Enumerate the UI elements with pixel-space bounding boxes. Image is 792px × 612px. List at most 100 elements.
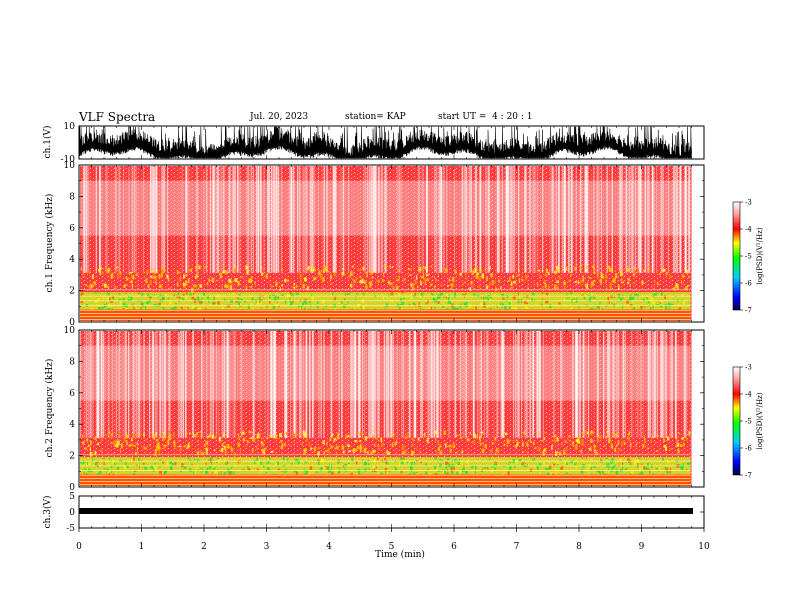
band-cell: [631, 296, 634, 300]
band-cell: [465, 277, 468, 281]
band-cell: [538, 269, 541, 272]
band-cell: [512, 440, 515, 442]
band-cell: [341, 300, 343, 304]
noise-streak: [99, 166, 101, 273]
band-cell: [111, 462, 113, 464]
band-cell: [86, 438, 89, 442]
band-cell: [176, 282, 179, 287]
band-cell: [223, 298, 225, 301]
band-cell: [120, 301, 122, 305]
noise-streak: [163, 166, 165, 273]
noise-streak: [585, 166, 588, 273]
band-cell: [344, 298, 346, 300]
band-cell: [311, 297, 314, 300]
band-cell: [631, 301, 635, 304]
band-cell: [154, 452, 157, 456]
x-tick-label: 10: [698, 542, 710, 552]
band-cell: [580, 279, 582, 285]
noise-streak: [513, 331, 514, 438]
band-cell: [579, 266, 582, 270]
noise-streak: [429, 331, 432, 438]
band-cell: [454, 458, 456, 461]
band-cell: [425, 273, 429, 277]
noise-streak: [570, 166, 573, 273]
band-cell: [688, 430, 691, 436]
band-cell: [403, 458, 406, 461]
band-cell: [106, 286, 110, 288]
band-cell: [523, 431, 526, 435]
band-cell: [295, 292, 299, 294]
band-cell: [88, 444, 90, 447]
band-cell: [294, 458, 298, 463]
band-cell: [154, 466, 157, 470]
band-cell: [667, 436, 670, 441]
band-cell: [246, 465, 250, 468]
band-cell: [512, 295, 516, 300]
band-cell: [629, 295, 632, 299]
noise-streak: [549, 166, 551, 273]
band-cell: [158, 302, 161, 306]
band-cell: [152, 467, 156, 472]
band-cell: [117, 293, 121, 295]
band-cell: [295, 284, 298, 288]
noise-streak: [319, 331, 321, 438]
band-cell: [344, 468, 346, 471]
band-cell: [640, 471, 643, 476]
noise-streak: [533, 166, 536, 273]
band-cell: [377, 472, 379, 475]
band-cell: [325, 305, 328, 308]
band-cell: [283, 443, 286, 447]
band-cell: [621, 462, 624, 465]
band-cell: [510, 308, 513, 311]
noise-streak: [132, 331, 134, 438]
band-cell: [201, 297, 203, 300]
noise-streak: [470, 166, 472, 273]
band-cell: [248, 431, 252, 434]
noise-streak: [293, 166, 295, 273]
band-cell: [608, 470, 610, 474]
band-cell: [246, 270, 249, 275]
band-cell: [114, 443, 117, 447]
band-cell: [644, 438, 646, 444]
noise-streak: [257, 166, 260, 273]
band-cell: [85, 284, 87, 286]
band-cell: [277, 468, 281, 471]
noise-streak: [532, 331, 534, 438]
band-cell: [241, 299, 243, 301]
band-cell: [673, 287, 676, 291]
band-cell: [96, 461, 99, 463]
band-cell: [510, 287, 514, 289]
noise-streak: [302, 166, 304, 273]
band-cell: [451, 471, 454, 476]
noise-streak: [408, 331, 410, 438]
band-cell: [414, 278, 417, 280]
band-cell: [637, 462, 639, 467]
band-cell: [590, 438, 593, 444]
noise-streak: [375, 166, 377, 273]
noise-streak: [358, 331, 360, 438]
band-cell: [410, 283, 413, 287]
band-cell: [411, 287, 414, 291]
band-cell: [116, 439, 120, 443]
band-cell: [269, 295, 271, 299]
noise-streak: [105, 166, 108, 273]
band-cell: [207, 277, 209, 279]
band-cell: [464, 281, 466, 284]
band-cell: [193, 308, 196, 311]
band-cell: [626, 299, 630, 304]
band-cell: [159, 299, 163, 302]
band-cell: [328, 270, 330, 273]
band-cell: [289, 301, 293, 305]
band-cell: [624, 442, 626, 445]
band-cell: [607, 265, 609, 270]
band-cell: [200, 302, 202, 305]
noise-streak: [421, 166, 424, 273]
band-cell: [490, 449, 493, 453]
band-cell: [245, 265, 249, 270]
noise-streak: [342, 166, 345, 273]
band-cell: [230, 285, 233, 290]
noise-streak: [454, 166, 455, 273]
band-cell: [363, 469, 366, 471]
noise-streak: [341, 331, 343, 438]
